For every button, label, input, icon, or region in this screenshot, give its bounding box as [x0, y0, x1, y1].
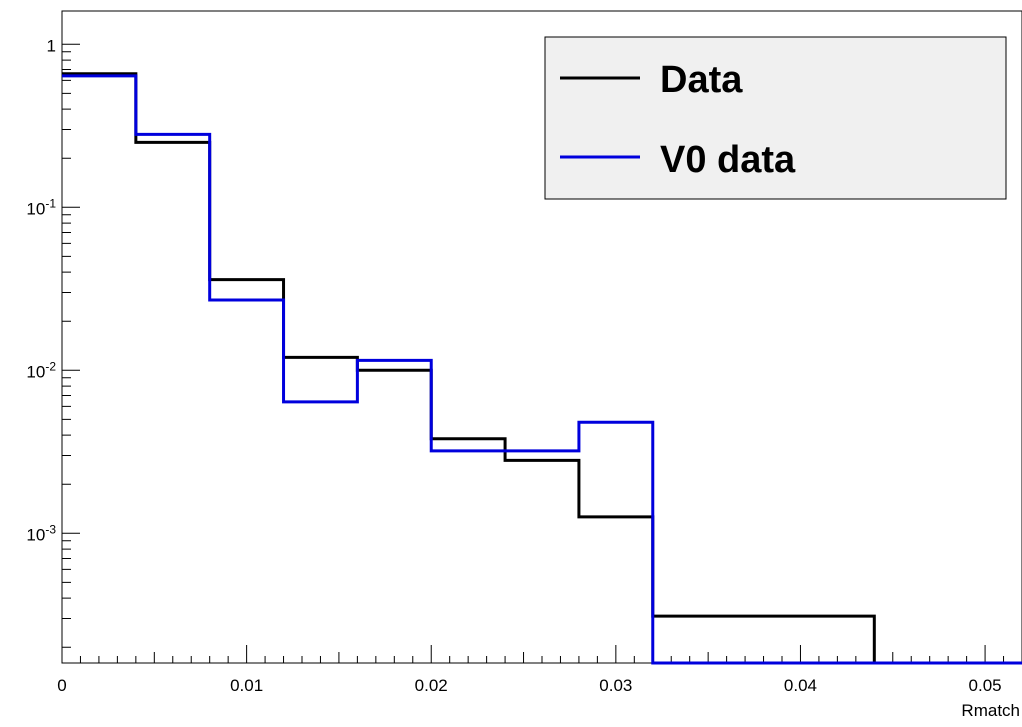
legend-label-data: Data	[660, 59, 743, 101]
y-tick-label: 10-1	[26, 196, 56, 218]
x-axis-title: Rmatch	[961, 701, 1020, 720]
x-tick-label: 0.02	[415, 676, 448, 695]
axis-ticks	[61, 43, 1022, 663]
series-v0-data-line	[62, 74, 1022, 665]
x-tick-label: 0.01	[230, 676, 263, 695]
y-tick-label: 10-3	[26, 522, 56, 544]
legend-label-v0-data: V0 data	[660, 139, 796, 181]
y-tick-label: 1	[47, 36, 56, 55]
x-tick-labels: 0 0.01 0.02 0.03 0.04 0.05	[57, 676, 1001, 695]
series-layer	[62, 72, 1022, 665]
y-tick-labels: 1 10-1 10-2 10-3	[26, 36, 56, 544]
x-tick-label: 0.04	[784, 676, 817, 695]
x-tick-label: 0	[57, 676, 66, 695]
legend-box	[544, 36, 1007, 200]
x-tick-label: 0.03	[599, 676, 632, 695]
legend: Data V0 data	[544, 36, 1007, 200]
x-tick-label: 0.05	[969, 676, 1002, 695]
tick-marks	[61, 43, 1022, 663]
y-tick-label: 10-2	[26, 359, 56, 381]
